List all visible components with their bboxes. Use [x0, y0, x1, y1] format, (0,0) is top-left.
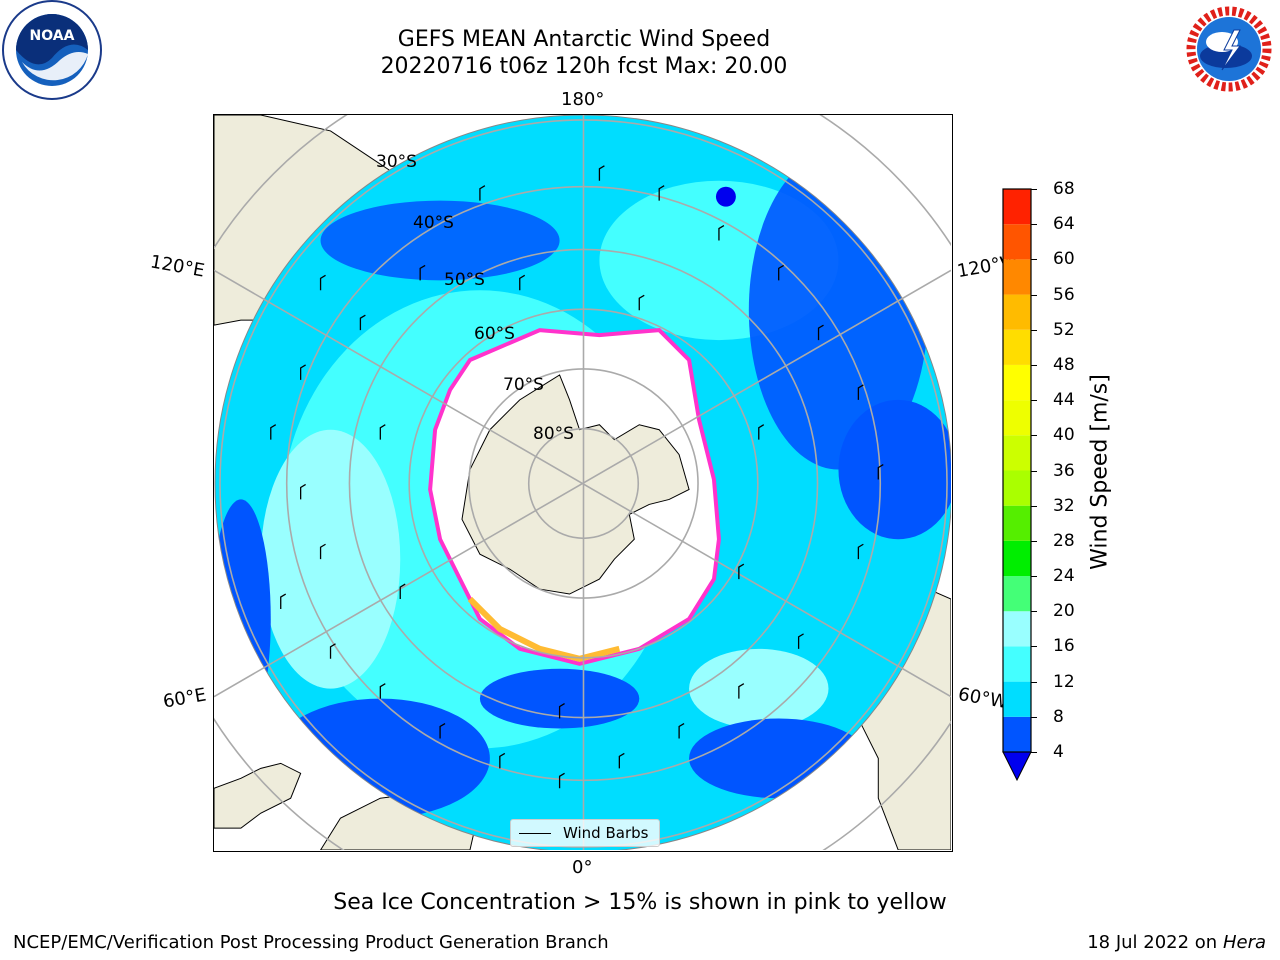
colorbar-segment: [1003, 681, 1031, 717]
colorbar-segment: [1003, 364, 1031, 401]
colorbar-tick: [1031, 224, 1037, 226]
colorbar-tick-label: 4: [1053, 742, 1064, 762]
colorbar-tick-label: 24: [1053, 566, 1075, 587]
colorbar-tick: [1031, 435, 1037, 437]
colorbar-tick-label: 16: [1053, 636, 1075, 657]
footer-machine: Hera: [1222, 932, 1266, 953]
colorbar-segment: [1003, 435, 1031, 471]
wind-barb-legend-line: [519, 833, 551, 834]
colorbar-tick: [1031, 646, 1037, 648]
noaa-logo-text: NOAA: [30, 28, 75, 44]
colorbar-tick-label: 52: [1053, 319, 1075, 340]
colorbar-tick-label: 12: [1053, 671, 1075, 692]
colorbar-tick: [1031, 752, 1037, 753]
colorbar-tick-label: 40: [1053, 425, 1075, 446]
colorbar-segment: [1003, 259, 1031, 295]
colorbar-segment: [1003, 646, 1031, 682]
colorbar-tick: [1031, 716, 1037, 718]
footer-date: 18 Jul 2022 on Hera: [1087, 932, 1266, 953]
chart-title: GEFS MEAN Antarctic Wind Speed: [397, 27, 771, 52]
colorbar-tick: [1031, 470, 1037, 472]
colorbar-tick: [1031, 576, 1037, 578]
colorbar-label: Wind Speed [m/s]: [1087, 374, 1113, 570]
colorbar-tick: [1031, 681, 1037, 683]
colorbar-tick-label: 56: [1053, 284, 1075, 305]
chart-subtitle: 20220716 t06z 120h fcst Max: 20.00: [380, 54, 788, 79]
colorbar-tick-label: 48: [1053, 354, 1075, 375]
colorbar-tick: [1031, 540, 1037, 542]
lat-label-30s: 30°S: [376, 152, 417, 172]
colorbar-segment: [1003, 189, 1031, 225]
colorbar-tick: [1031, 189, 1037, 190]
colorbar-tick: [1031, 364, 1037, 366]
wind-barbs: [270, 165, 884, 789]
colorbar-segment: [1003, 716, 1031, 752]
colorbar-tick: [1031, 400, 1037, 402]
lat-label-50s: 50°S: [444, 270, 485, 290]
lat-label-80s: 80°S: [533, 424, 574, 444]
footer-date-text: 18 Jul 2022 on: [1087, 932, 1223, 953]
colorbar-tick-label: 64: [1053, 214, 1075, 235]
colorbar-tick: [1031, 611, 1037, 613]
footer-credit: NCEP/EMC/Verification Post Processing Pr…: [13, 932, 609, 953]
colorbar: [1002, 188, 1032, 782]
nws-logo: [1182, 2, 1276, 96]
noaa-logo: NOAA: [2, 0, 102, 100]
lat-label-70s: 70°S: [503, 375, 544, 395]
lon-label-0: 0°: [572, 857, 593, 878]
colorbar-segment: [1003, 576, 1031, 612]
colorbar-tick-label: 8: [1053, 706, 1064, 727]
colorbar-tick: [1031, 259, 1037, 261]
colorbar-segment: [1003, 400, 1031, 436]
lat-label-40s: 40°S: [413, 213, 454, 233]
colorbar-segment: [1003, 224, 1031, 260]
colorbar-tick-label: 60: [1053, 249, 1075, 270]
colorbar-segment: [1003, 329, 1031, 365]
colorbar-tick-label: 68: [1053, 179, 1075, 199]
colorbar-segment: [1003, 505, 1031, 541]
colorbar-tick-label: 32: [1053, 495, 1075, 516]
colorbar-segment: [1003, 540, 1031, 577]
colorbar-tick: [1031, 505, 1037, 507]
land-africa: [214, 762, 302, 829]
colorbar-tick-label: 28: [1053, 530, 1075, 551]
colorbar-segment: [1003, 470, 1031, 506]
colorbar-tick-label: 44: [1053, 390, 1075, 411]
colorbar-tick-label: 20: [1053, 601, 1075, 622]
lon-label-120e: 120°E: [148, 251, 207, 282]
land-antarctica: [461, 374, 690, 595]
colorbar-tick: [1031, 294, 1037, 296]
wind-speed-map: [214, 115, 951, 850]
wind-barb-legend-label: Wind Barbs: [563, 824, 649, 842]
map-legend: Wind Barbs: [510, 819, 660, 847]
colorbar-segment: [1003, 611, 1031, 647]
graticule: [214, 115, 951, 850]
colorbar-tick-label: 36: [1053, 460, 1075, 481]
colorbar-tick: [1031, 329, 1037, 331]
map-area: Wind Barbs: [213, 114, 953, 852]
lon-label-60e: 60°E: [161, 684, 208, 713]
colorbar-segment: [1003, 294, 1031, 330]
lon-label-180: 180°: [561, 89, 605, 110]
lat-label-60s: 60°S: [474, 324, 515, 344]
sea-ice-note: Sea Ice Concentration > 15% is shown in …: [333, 890, 947, 915]
